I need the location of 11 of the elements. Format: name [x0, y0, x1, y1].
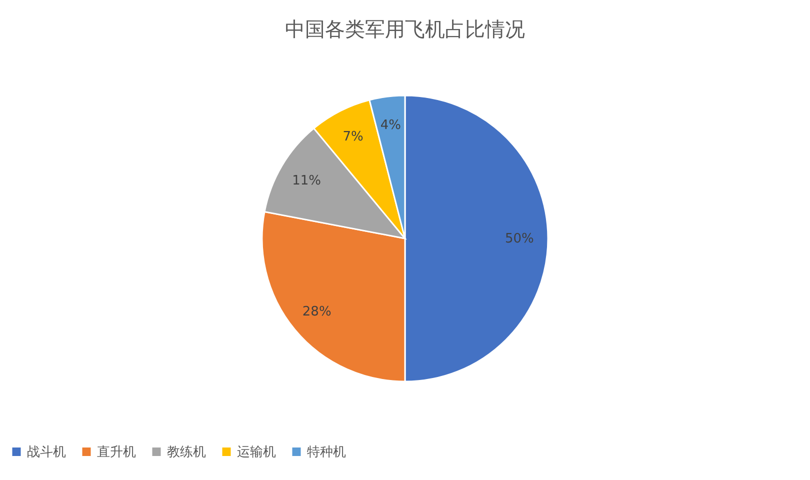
data-label: 28% — [302, 304, 332, 320]
data-label: 4% — [380, 118, 401, 133]
legend-label: 直升机 — [97, 444, 136, 460]
legend-label: 特种机 — [307, 444, 346, 460]
chart-title: 中国各类军用飞机占比情况 — [285, 17, 525, 41]
data-label: 11% — [292, 173, 321, 188]
legend-label: 运输机 — [237, 444, 276, 460]
legend-label: 教练机 — [167, 444, 206, 460]
data-label: 50% — [504, 232, 534, 246]
legend-label: 战斗机 — [27, 444, 66, 460]
data-label: 7% — [342, 130, 364, 145]
